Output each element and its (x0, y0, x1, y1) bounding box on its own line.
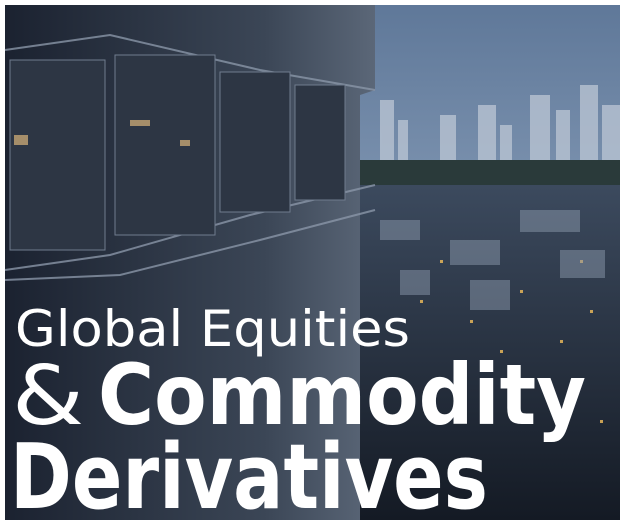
cover: Global Equities & Commodity Derivatives (0, 0, 620, 520)
title-line3: Derivatives (10, 425, 488, 520)
